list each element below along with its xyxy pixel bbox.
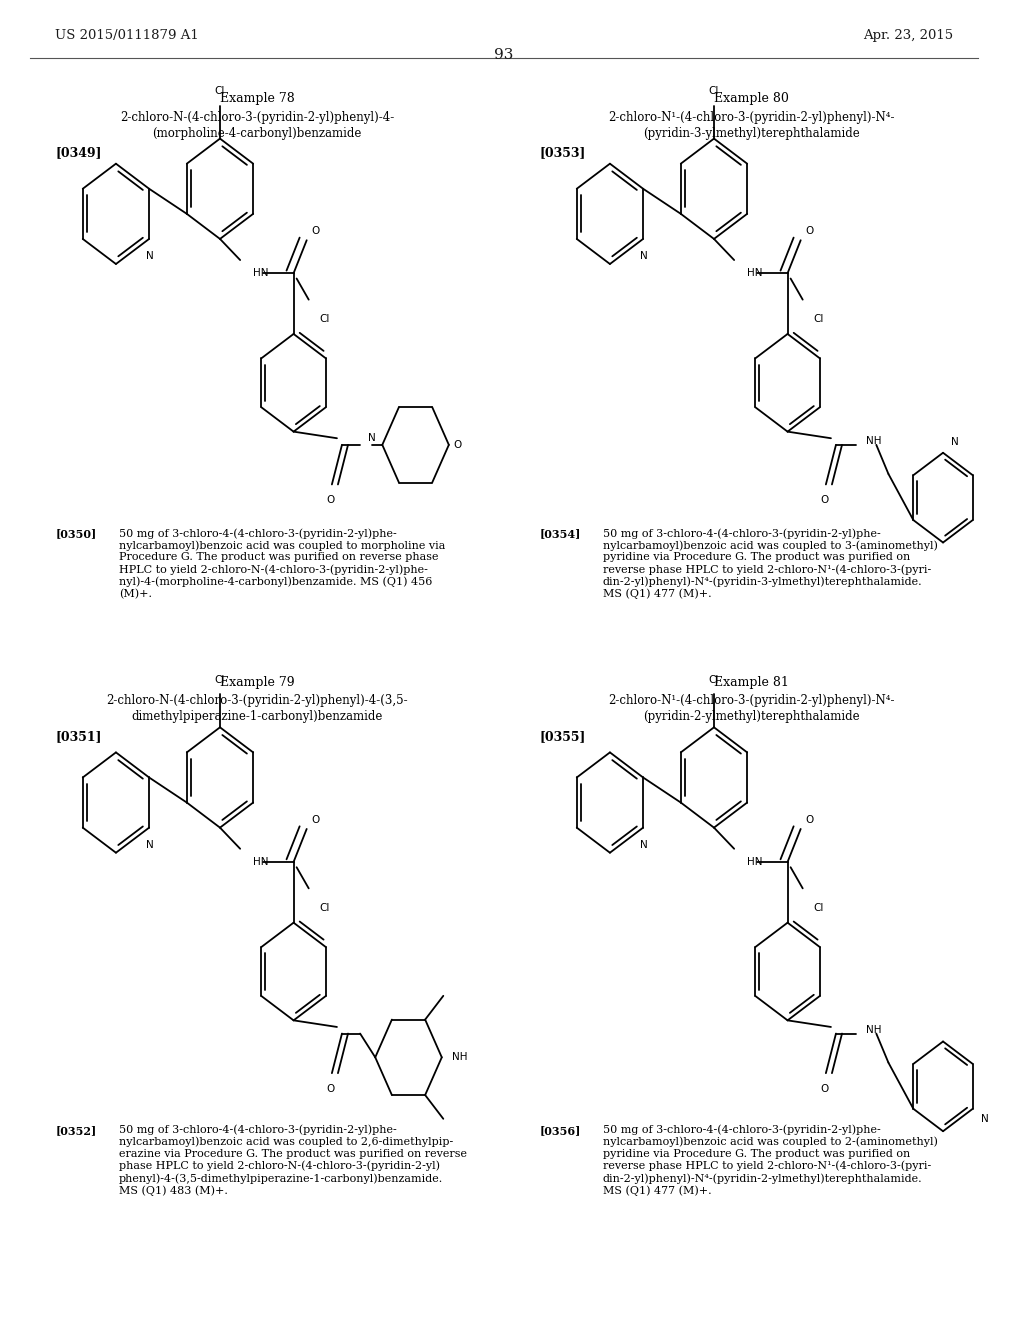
Text: O: O: [806, 814, 814, 825]
Text: Cl: Cl: [814, 903, 824, 913]
Text: Apr. 23, 2015: Apr. 23, 2015: [862, 29, 952, 42]
Text: [0356]: [0356]: [540, 1125, 581, 1135]
Text: Cl: Cl: [319, 314, 330, 325]
Text: (pyridin-3-ylmethyl)terephthalamide: (pyridin-3-ylmethyl)terephthalamide: [643, 127, 859, 140]
Text: 2-chloro-N-(4-chloro-3-(pyridin-2-yl)phenyl)-4-(3,5-: 2-chloro-N-(4-chloro-3-(pyridin-2-yl)phe…: [106, 694, 408, 708]
Text: NH: NH: [452, 1052, 467, 1063]
Text: [0353]: [0353]: [540, 147, 586, 160]
Text: [0352]: [0352]: [55, 1125, 96, 1135]
Text: O: O: [311, 814, 319, 825]
Text: O: O: [311, 226, 319, 236]
Text: N: N: [146, 251, 154, 261]
Text: dimethylpiperazine-1-carbonyl)benzamide: dimethylpiperazine-1-carbonyl)benzamide: [131, 710, 383, 723]
Text: N: N: [146, 840, 154, 850]
Text: Example 80: Example 80: [714, 92, 788, 106]
Text: O: O: [806, 226, 814, 236]
Text: 2-chloro-N-(4-chloro-3-(pyridin-2-yl)phenyl)-4-: 2-chloro-N-(4-chloro-3-(pyridin-2-yl)phe…: [120, 111, 394, 124]
Text: Example 81: Example 81: [714, 676, 788, 689]
Text: O: O: [454, 440, 462, 450]
Text: (morpholine-4-carbonyl)benzamide: (morpholine-4-carbonyl)benzamide: [153, 127, 361, 140]
Text: N: N: [981, 1114, 989, 1125]
Text: Example 78: Example 78: [220, 92, 295, 106]
Text: Cl: Cl: [319, 903, 330, 913]
Text: (pyridin-2-ylmethyl)terephthalamide: (pyridin-2-ylmethyl)terephthalamide: [643, 710, 859, 723]
Text: O: O: [327, 1084, 335, 1094]
Text: NH: NH: [866, 436, 882, 446]
Text: 50 mg of 3-chloro-4-(4-chloro-3-(pyridin-2-yl)phe-
nylcarbamoyl)benzoic acid was: 50 mg of 3-chloro-4-(4-chloro-3-(pyridin…: [119, 528, 445, 599]
Text: HN: HN: [253, 857, 268, 867]
Text: Cl: Cl: [215, 675, 225, 685]
Text: [0354]: [0354]: [540, 528, 581, 539]
Text: 2-chloro-N¹-(4-chloro-3-(pyridin-2-yl)phenyl)-N⁴-: 2-chloro-N¹-(4-chloro-3-(pyridin-2-yl)ph…: [608, 694, 894, 708]
Text: N: N: [640, 840, 648, 850]
Text: [0349]: [0349]: [55, 147, 102, 160]
Text: HN: HN: [748, 268, 763, 279]
Text: Cl: Cl: [814, 314, 824, 325]
Text: 93: 93: [495, 48, 514, 62]
Text: Cl: Cl: [709, 86, 719, 96]
Text: 50 mg of 3-chloro-4-(4-chloro-3-(pyridin-2-yl)phe-
nylcarbamoyl)benzoic acid was: 50 mg of 3-chloro-4-(4-chloro-3-(pyridin…: [603, 1125, 938, 1196]
Text: N: N: [640, 251, 648, 261]
Text: O: O: [821, 495, 829, 506]
Text: [0351]: [0351]: [55, 730, 102, 743]
Text: N: N: [951, 437, 959, 447]
Text: Cl: Cl: [215, 86, 225, 96]
Text: N: N: [369, 433, 376, 444]
Text: 2-chloro-N¹-(4-chloro-3-(pyridin-2-yl)phenyl)-N⁴-: 2-chloro-N¹-(4-chloro-3-(pyridin-2-yl)ph…: [608, 111, 894, 124]
Text: HN: HN: [748, 857, 763, 867]
Text: Example 79: Example 79: [220, 676, 294, 689]
Text: HN: HN: [253, 268, 268, 279]
Text: US 2015/0111879 A1: US 2015/0111879 A1: [55, 29, 200, 42]
Text: Cl: Cl: [709, 675, 719, 685]
Text: O: O: [821, 1084, 829, 1094]
Text: 50 mg of 3-chloro-4-(4-chloro-3-(pyridin-2-yl)phe-
nylcarbamoyl)benzoic acid was: 50 mg of 3-chloro-4-(4-chloro-3-(pyridin…: [603, 528, 938, 599]
Text: 50 mg of 3-chloro-4-(4-chloro-3-(pyridin-2-yl)phe-
nylcarbamoyl)benzoic acid was: 50 mg of 3-chloro-4-(4-chloro-3-(pyridin…: [119, 1125, 467, 1196]
Text: NH: NH: [866, 1024, 882, 1035]
Text: [0355]: [0355]: [540, 730, 586, 743]
Text: O: O: [327, 495, 335, 506]
Text: [0350]: [0350]: [55, 528, 96, 539]
